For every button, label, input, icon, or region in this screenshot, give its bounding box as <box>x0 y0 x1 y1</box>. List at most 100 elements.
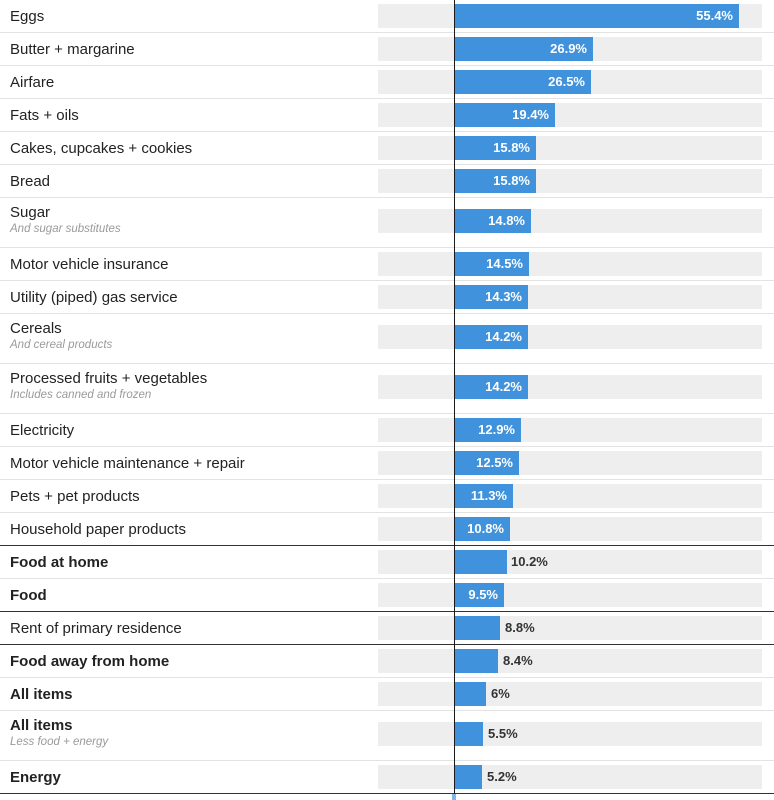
bar <box>455 722 483 746</box>
category-label: Bread <box>10 173 51 190</box>
bar <box>455 649 498 673</box>
value-label: 8.8% <box>505 620 535 635</box>
bar <box>455 325 528 349</box>
row-separator <box>0 578 774 579</box>
chart-row: Sugar And sugar substitutes 14.8% <box>0 198 774 248</box>
category-label: Airfare <box>10 74 55 91</box>
category-label: Utility (piped) gas service <box>10 289 178 306</box>
category-label: Pets + pet products <box>10 488 140 505</box>
chart-row: Processed fruits + vegetables Includes ca… <box>0 364 774 414</box>
bar-track <box>378 136 762 160</box>
value-label: 14.8% <box>488 213 525 228</box>
category-sublabel: And sugar substitutes <box>10 223 121 235</box>
row-separator <box>0 760 774 761</box>
row-label-group: Rent of primary residence <box>10 620 182 638</box>
chart-row: Fats + oils 19.4% <box>0 99 774 132</box>
category-label: Eggs <box>10 8 45 25</box>
chart-row: Rent of primary residence 8.8% <box>0 612 774 645</box>
bar <box>455 484 513 508</box>
value-label: 15.8% <box>493 173 530 188</box>
bar <box>455 4 739 28</box>
bar <box>455 252 529 276</box>
value-label: 26.9% <box>550 41 587 56</box>
bar-track <box>378 583 762 607</box>
row-label-group: Food at home <box>10 554 108 572</box>
bar-track <box>378 649 762 673</box>
value-label: 15.8% <box>493 140 530 155</box>
chart-row: All items Less food + energy 5.5% <box>0 711 774 761</box>
bar-track <box>378 169 762 193</box>
row-separator <box>0 644 774 645</box>
row-separator <box>0 363 774 364</box>
category-label: Food away from home <box>10 653 170 670</box>
chart-row: Eggs 55.4% <box>0 0 774 33</box>
chart-row: Pets + pet products 11.3% <box>0 480 774 513</box>
row-label-group: Processed fruits + vegetables Includes ca… <box>10 370 207 402</box>
value-label: 9.5% <box>468 587 498 602</box>
row-label-group: Energy <box>10 769 61 787</box>
row-label-group: Bread <box>10 173 50 191</box>
category-label: All items <box>10 717 73 734</box>
category-label: Household paper products <box>10 521 186 538</box>
chart-row: Motor vehicle maintenance + repair 12.5% <box>0 447 774 480</box>
row-separator <box>0 479 774 480</box>
bar <box>455 103 555 127</box>
bar-track <box>378 325 762 349</box>
chart-row: Food away from home 8.4% <box>0 645 774 678</box>
row-label-group: Butter + margarine <box>10 41 135 59</box>
row-label-group: Motor vehicle insurance <box>10 256 168 274</box>
bar-track <box>378 252 762 276</box>
chart-row: All items 6% <box>0 678 774 711</box>
category-label: Electricity <box>10 422 75 439</box>
bar-track <box>378 418 762 442</box>
bar <box>455 70 591 94</box>
category-label: Cereals <box>10 320 62 337</box>
value-label: 14.3% <box>485 289 522 304</box>
row-label-group: Sugar And sugar substitutes <box>10 204 121 236</box>
value-label: 10.2% <box>511 554 548 569</box>
bar-track <box>378 550 762 574</box>
row-separator <box>0 545 774 546</box>
category-label: Processed fruits + vegetables <box>10 370 208 387</box>
row-label-group: Airfare <box>10 74 54 92</box>
chart-row: Food at home 10.2% <box>0 546 774 579</box>
row-separator <box>0 280 774 281</box>
row-separator <box>0 98 774 99</box>
value-label: 26.5% <box>548 74 585 89</box>
category-sublabel: Includes canned and frozen <box>10 389 152 401</box>
value-label: 11.3% <box>470 488 507 503</box>
row-label-group: Household paper products <box>10 521 186 539</box>
row-label-group: Cakes, cupcakes + cookies <box>10 140 192 158</box>
category-label: Rent of primary residence <box>10 620 182 637</box>
category-sublabel: And cereal products <box>10 339 113 351</box>
bar <box>455 375 528 399</box>
row-separator <box>0 793 774 794</box>
row-separator <box>0 65 774 66</box>
bar-track <box>378 103 762 127</box>
row-label-group: Pets + pet products <box>10 488 140 506</box>
category-label: Fats + oils <box>10 107 79 124</box>
category-label: Energy <box>10 769 61 786</box>
row-label-group: Food <box>10 587 47 605</box>
chart-row: Electricity 12.9% <box>0 414 774 447</box>
row-separator <box>0 710 774 711</box>
category-label: Food at home <box>10 554 109 571</box>
value-label: 8.4% <box>503 653 533 668</box>
axis-tick-mark <box>452 794 456 800</box>
bar <box>455 682 486 706</box>
value-label: 6% <box>491 686 510 701</box>
row-separator <box>0 197 774 198</box>
bar <box>455 517 510 541</box>
value-label: 5.5% <box>488 726 518 741</box>
bar-track <box>378 484 762 508</box>
row-label-group: Food away from home <box>10 653 169 671</box>
row-label-group: Cereals And cereal products <box>10 320 112 352</box>
chart-row: Bread 15.8% <box>0 165 774 198</box>
category-sublabel: Less food + energy <box>10 736 109 748</box>
row-label-group: Utility (piped) gas service <box>10 289 178 307</box>
bar <box>455 765 482 789</box>
value-label: 19.4% <box>512 107 549 122</box>
bar <box>455 583 504 607</box>
bar <box>455 285 528 309</box>
